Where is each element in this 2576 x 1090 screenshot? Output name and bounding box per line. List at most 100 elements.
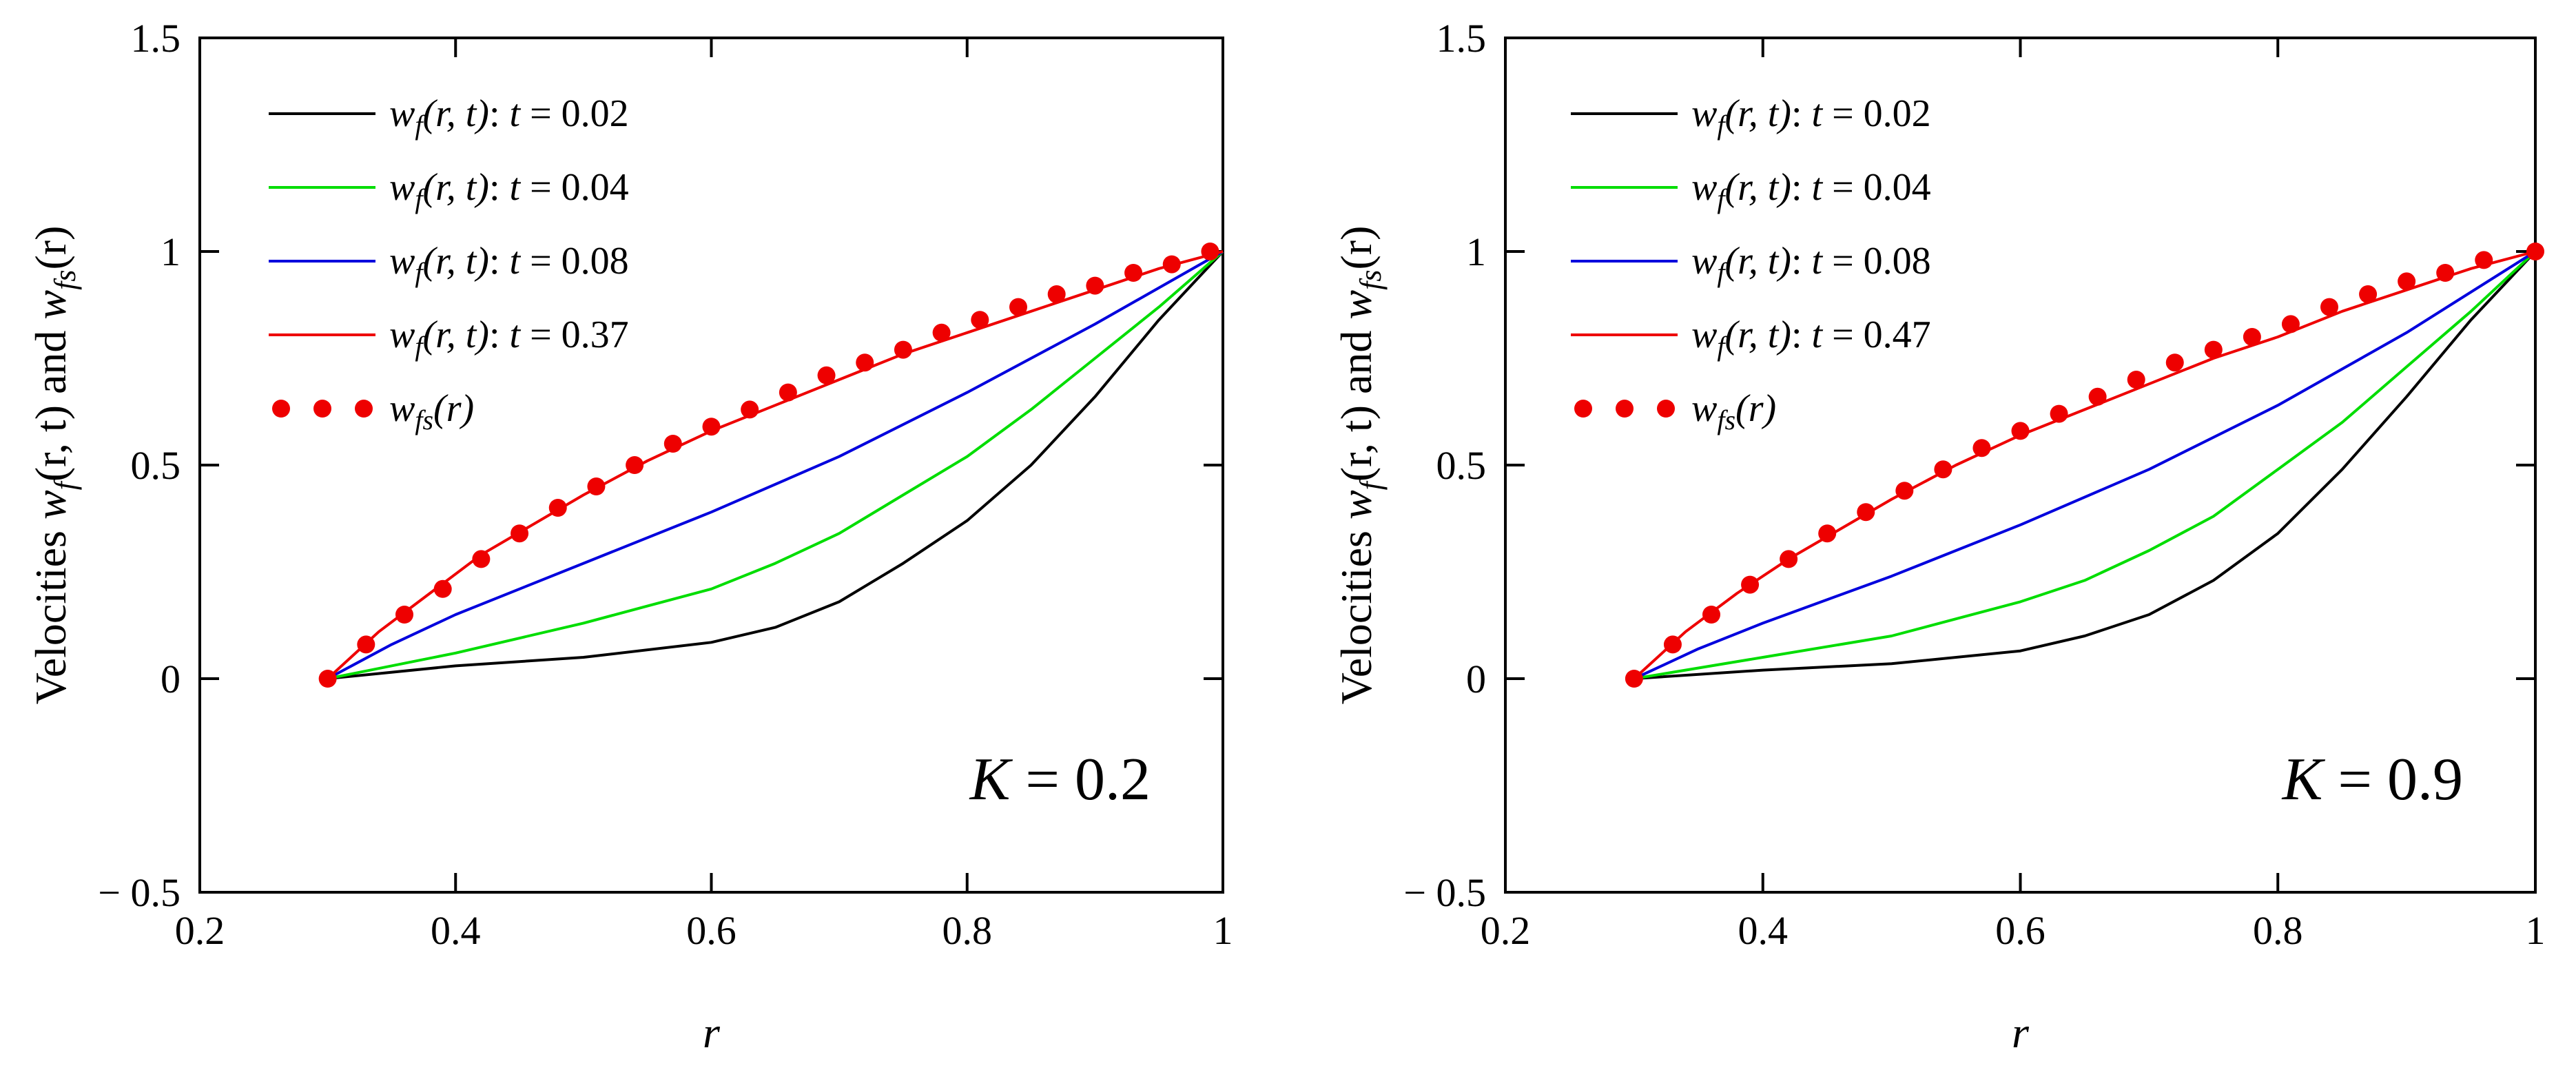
legend-entry: wfs(r) xyxy=(389,387,474,435)
x-tick-label: 0.2 xyxy=(1481,908,1531,953)
x-tick-label: 0.2 xyxy=(175,908,225,953)
y-tick-label: 0 xyxy=(161,657,181,701)
legend-swatch-dot xyxy=(355,400,373,418)
data-point xyxy=(357,635,375,654)
data-point xyxy=(1741,575,1760,594)
series-line-1 xyxy=(327,250,1224,680)
legend-entry: wf(r, t): t = 0.04 xyxy=(389,166,629,214)
x-tick-label: 0.4 xyxy=(431,908,481,953)
data-point xyxy=(587,477,606,495)
x-tick-label: 0.8 xyxy=(942,908,993,953)
x-tick-label: 0.6 xyxy=(686,908,736,953)
data-point xyxy=(1934,460,1952,479)
data-point xyxy=(2204,340,2223,359)
y-tick-label: 1 xyxy=(1466,229,1486,274)
data-point xyxy=(548,499,567,517)
data-point xyxy=(932,323,951,342)
legend-swatch-dot xyxy=(313,400,331,418)
series-line-3 xyxy=(327,250,1224,680)
x-axis-title: r xyxy=(703,1008,721,1057)
y-tick-label: 0.5 xyxy=(1436,443,1487,488)
series-line-3 xyxy=(1634,250,2537,680)
data-point xyxy=(1047,285,1066,303)
data-point xyxy=(2320,298,2338,316)
y-tick-label: 1 xyxy=(161,229,181,274)
y-tick-label: 1.5 xyxy=(131,16,181,61)
data-point xyxy=(1009,298,1027,316)
data-point xyxy=(702,418,721,436)
data-point xyxy=(1895,482,1914,500)
series-line-4 xyxy=(327,250,1224,680)
y-tick-label: 0 xyxy=(1466,657,1486,701)
x-tick-label: 1 xyxy=(1213,908,1233,953)
k-annotation: K = 0.9 xyxy=(2281,746,2463,813)
series-line-2 xyxy=(327,250,1224,680)
data-point xyxy=(663,435,682,453)
data-point xyxy=(2243,328,2261,346)
legend-entry: wfs(r) xyxy=(1691,387,1776,435)
legend-entry: wf(r, t): t = 0.02 xyxy=(1691,92,1931,141)
data-point xyxy=(1702,606,1720,624)
data-point xyxy=(2526,243,2544,260)
y-axis-title: Velocities wf(r, t) and wfs(r) xyxy=(26,226,82,705)
data-point xyxy=(2436,264,2455,282)
data-point xyxy=(971,311,989,329)
series-line-1 xyxy=(1634,250,2537,680)
y-tick-label: 0.5 xyxy=(131,443,181,488)
chart-panel-2: 0.2 0.4 0.6 0.8 1 − 0.5 0 0.5 1 1.5 r Velocities wf… xyxy=(1332,16,2546,1057)
legend-entry: wf(r, t): t = 0.47 xyxy=(1691,313,1931,362)
y-tick-label: − 0.5 xyxy=(98,870,181,915)
legend-swatch-dot xyxy=(1574,400,1592,418)
x-tick-label: 0.4 xyxy=(1738,908,1789,953)
data-point xyxy=(1818,524,1837,543)
data-point xyxy=(472,550,491,568)
data-point xyxy=(2475,251,2493,269)
data-point xyxy=(2127,371,2145,389)
legend-entry: wf(r, t): t = 0.02 xyxy=(389,92,629,141)
chart-panel-1: 0.2 0.4 0.6 0.8 1 − 0.5 0 0.5 1 1.5 r Velocities wf… xyxy=(26,16,1233,1057)
legend-entry: wf(r, t): t = 0.08 xyxy=(1691,240,1931,288)
x-tick-label: 0.8 xyxy=(2253,908,2303,953)
k-annotation: K = 0.2 xyxy=(969,746,1151,813)
data-point xyxy=(2281,315,2300,333)
data-point xyxy=(741,400,759,419)
y-axis-title: Velocities wf(r, t) and wfs(r) xyxy=(1332,226,1388,705)
data-point xyxy=(2050,404,2068,423)
data-point xyxy=(2088,387,2107,406)
y-tick-label: − 0.5 xyxy=(1403,870,1486,915)
data-point xyxy=(2398,272,2416,291)
data-point xyxy=(511,524,529,543)
data-point xyxy=(779,383,797,402)
data-point xyxy=(1162,255,1181,274)
data-point xyxy=(856,353,874,372)
data-point xyxy=(1663,635,1682,654)
x-axis-title: r xyxy=(2012,1008,2030,1057)
legend-entry: wf(r, t): t = 0.08 xyxy=(389,240,629,288)
data-point xyxy=(1857,503,1875,522)
data-point xyxy=(817,366,836,384)
legend-entry: wf(r, t): t = 0.37 xyxy=(389,313,629,362)
data-point xyxy=(1201,243,1219,260)
data-point xyxy=(894,340,912,359)
x-tick-label: 1 xyxy=(2526,908,2546,953)
series-line-4 xyxy=(1633,250,2536,680)
series-line-2 xyxy=(1634,250,2537,680)
data-point xyxy=(318,670,337,688)
legend-swatch-dot xyxy=(272,400,290,418)
data-point xyxy=(2011,422,2030,440)
data-point xyxy=(2359,285,2378,303)
legend: wf(r, t): t = 0.02 wf(r, t): t = 0.04 wf(r… xyxy=(1571,92,1931,435)
data-point xyxy=(1780,550,1798,568)
legend-swatch-dot xyxy=(1616,400,1634,418)
x-tick-label: 0.6 xyxy=(1995,908,2046,953)
data-point xyxy=(1086,276,1104,295)
data-point xyxy=(433,579,452,598)
data-point xyxy=(1124,264,1143,282)
legend-swatch-dot xyxy=(1657,400,1675,418)
data-point xyxy=(2165,353,2184,372)
data-point xyxy=(1625,670,1643,688)
data-point xyxy=(395,606,413,624)
legend-entry: wf(r, t): t = 0.04 xyxy=(1691,166,1931,214)
data-point xyxy=(626,456,644,474)
